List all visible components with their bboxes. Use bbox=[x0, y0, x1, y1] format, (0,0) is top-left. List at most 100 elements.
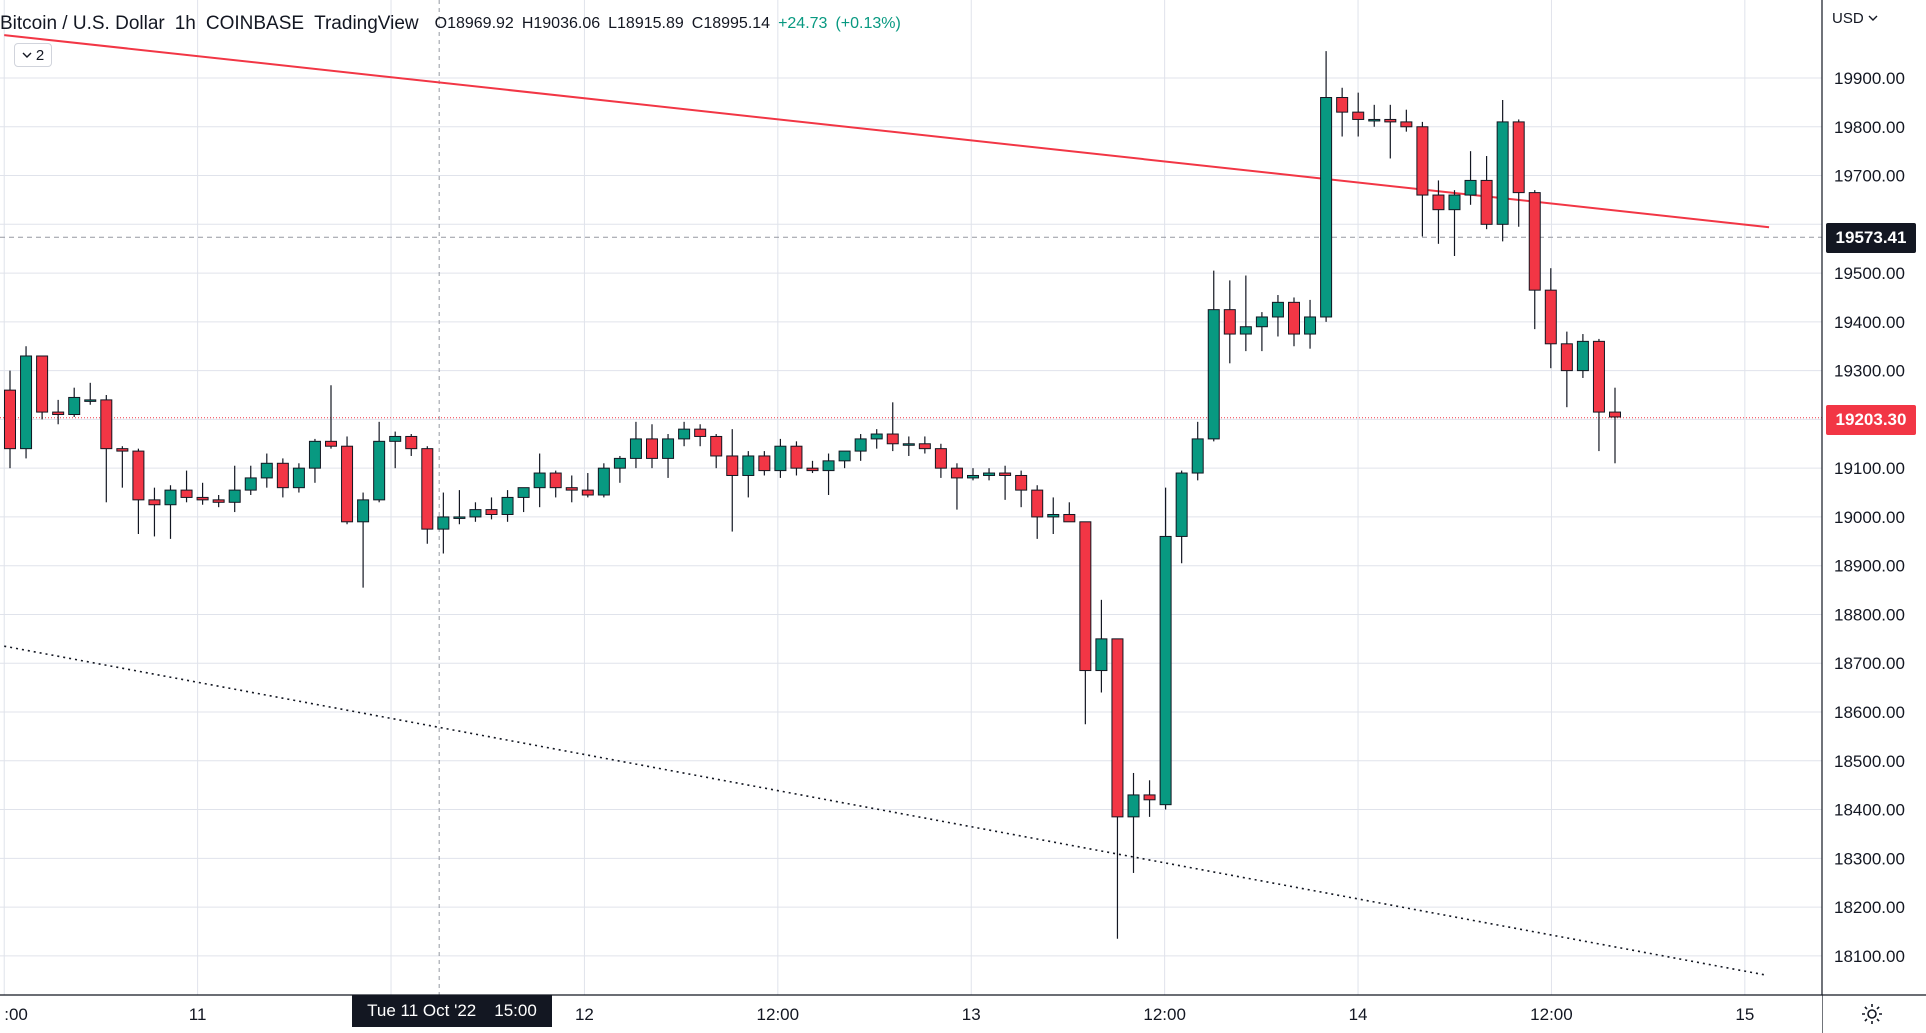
candle-body bbox=[1047, 513, 1060, 518]
candle bbox=[1288, 297, 1300, 347]
crosshair-time: 15:00 bbox=[494, 1001, 537, 1020]
gear-icon bbox=[1862, 1004, 1882, 1024]
price-axis-tick-label: 19400.00 bbox=[1834, 313, 1905, 332]
candle-body bbox=[1111, 638, 1124, 818]
candle-body bbox=[886, 433, 899, 445]
symbol-title[interactable]: Bitcoin / U.S. Dollar bbox=[0, 13, 165, 34]
candle bbox=[533, 453, 546, 508]
candle bbox=[196, 482, 209, 505]
candle-body bbox=[1576, 340, 1589, 372]
low-value: L18915.89 bbox=[608, 15, 684, 32]
close-value: C18995.14 bbox=[691, 15, 771, 32]
candle-body bbox=[1207, 309, 1220, 440]
time-axis-tick-label: 11 bbox=[189, 1005, 207, 1024]
candle bbox=[260, 453, 273, 488]
candle bbox=[565, 475, 578, 503]
candle bbox=[292, 463, 305, 493]
candle bbox=[1111, 638, 1124, 939]
candle-body bbox=[1079, 521, 1092, 672]
candle-body bbox=[678, 428, 691, 440]
candle bbox=[1512, 119, 1525, 227]
candle-body bbox=[1384, 118, 1397, 123]
interval-label[interactable]: 1h bbox=[174, 13, 196, 34]
price-axis-tick-label: 19000.00 bbox=[1834, 508, 1905, 527]
candle bbox=[373, 421, 386, 503]
candle bbox=[1191, 421, 1204, 481]
candle bbox=[1271, 295, 1284, 337]
candle-body bbox=[1544, 289, 1557, 345]
chevron-down-icon bbox=[22, 52, 32, 58]
price-axis-tick-label: 18300.00 bbox=[1834, 849, 1905, 868]
currency-selector[interactable]: USD bbox=[1832, 10, 1878, 27]
candle-body bbox=[1127, 794, 1140, 818]
candle bbox=[276, 458, 289, 498]
crosshair-time-label: Tue 11 Oct '22 15:00 bbox=[352, 995, 552, 1027]
candle bbox=[389, 431, 402, 469]
price-axis-tick-label: 18700.00 bbox=[1834, 654, 1905, 673]
candles-layer bbox=[4, 51, 1621, 939]
candle-body bbox=[790, 445, 803, 469]
candle bbox=[1368, 104, 1381, 127]
price-axis-tick-label: 19300.00 bbox=[1834, 362, 1905, 381]
horizontal-line-price-tag: 19573.41 bbox=[1826, 223, 1916, 253]
candle-body bbox=[212, 499, 225, 503]
candle-body bbox=[1464, 179, 1477, 196]
candle-body bbox=[501, 496, 514, 515]
candle-body bbox=[1175, 472, 1188, 537]
candle bbox=[967, 468, 979, 481]
candle bbox=[485, 497, 498, 520]
candle-body bbox=[1191, 438, 1204, 474]
candle-body bbox=[405, 435, 418, 450]
candle-body bbox=[1448, 194, 1461, 211]
candle-body bbox=[774, 445, 787, 472]
candle bbox=[1095, 599, 1108, 693]
candle-body bbox=[1560, 343, 1573, 372]
indicators-toggle-button[interactable]: 2 bbox=[14, 43, 52, 67]
settings-gear-button[interactable] bbox=[1860, 1002, 1884, 1026]
candle-body bbox=[1352, 111, 1365, 120]
candle-body bbox=[918, 443, 931, 450]
candle bbox=[806, 460, 819, 474]
price-axis-tick-label: 18800.00 bbox=[1834, 605, 1905, 624]
candle-body bbox=[1239, 326, 1252, 335]
candle-body bbox=[902, 443, 915, 446]
candle bbox=[84, 382, 97, 405]
candle-body bbox=[228, 489, 241, 503]
candle bbox=[646, 424, 658, 469]
candle-body bbox=[421, 448, 434, 530]
candle bbox=[4, 370, 16, 469]
candle bbox=[1480, 156, 1493, 230]
candle bbox=[1336, 87, 1349, 137]
candle bbox=[1432, 180, 1445, 244]
candle-body bbox=[934, 448, 947, 469]
last-price-tag: 19203.30 bbox=[1826, 405, 1916, 435]
candle bbox=[1544, 268, 1557, 369]
candle bbox=[694, 424, 707, 447]
candle bbox=[1079, 521, 1092, 725]
candle bbox=[1352, 92, 1365, 137]
candle-body bbox=[822, 460, 835, 472]
price-axis-tick-label: 19100.00 bbox=[1834, 459, 1905, 478]
candle bbox=[100, 395, 113, 503]
candle bbox=[1239, 275, 1252, 352]
candle-body bbox=[710, 435, 723, 457]
candle bbox=[1159, 487, 1172, 810]
candle-body bbox=[1368, 118, 1381, 122]
candle-body bbox=[870, 433, 883, 440]
candle bbox=[1015, 470, 1028, 508]
candle bbox=[662, 434, 675, 478]
candle bbox=[116, 446, 129, 488]
candle-body bbox=[437, 516, 450, 530]
price-axis-background bbox=[1822, 0, 1926, 1033]
candle bbox=[678, 421, 691, 447]
candle-body bbox=[806, 467, 819, 472]
candle bbox=[421, 446, 434, 544]
candle-body bbox=[276, 462, 289, 489]
candle-body bbox=[999, 472, 1012, 476]
candle-body bbox=[469, 509, 482, 518]
candle-body bbox=[260, 462, 273, 479]
price-axis-tick-label: 18600.00 bbox=[1834, 703, 1905, 722]
candle-body bbox=[1432, 194, 1445, 211]
